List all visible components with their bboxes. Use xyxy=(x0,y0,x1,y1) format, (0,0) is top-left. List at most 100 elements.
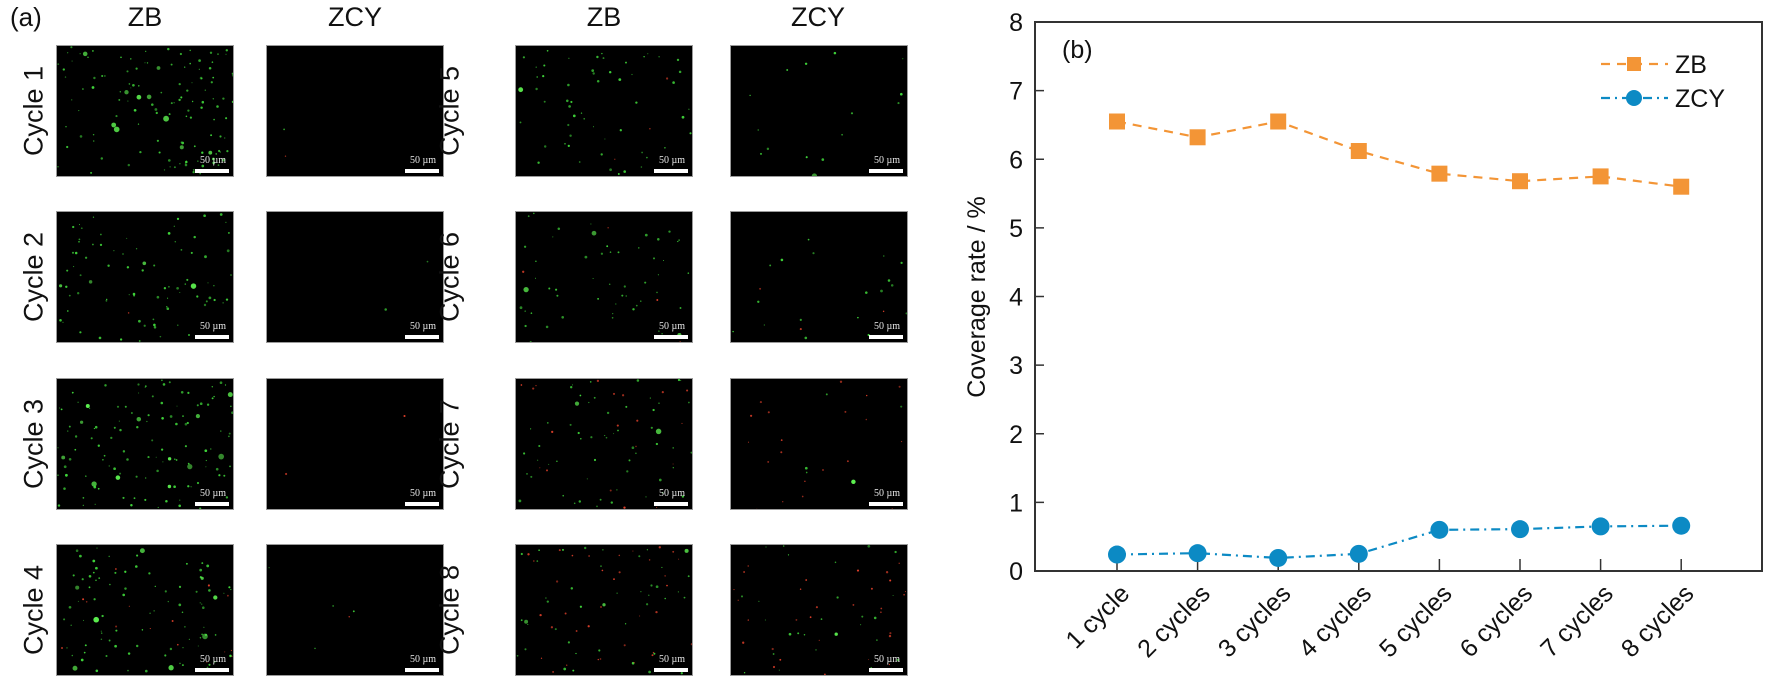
y-tick-label: 7 xyxy=(1009,78,1023,106)
x-tick-label: 6 cycles xyxy=(1455,579,1539,663)
green-particle xyxy=(677,240,679,243)
red-particle xyxy=(616,424,619,427)
green-cluster xyxy=(208,150,213,155)
green-particle xyxy=(146,62,149,64)
red-particle xyxy=(780,451,783,454)
green-particle xyxy=(658,330,660,332)
green-particle xyxy=(624,623,627,625)
green-particle xyxy=(676,58,680,62)
green-particle xyxy=(680,672,683,675)
green-particle xyxy=(546,49,549,52)
green-cluster xyxy=(655,428,662,435)
green-particle xyxy=(657,274,659,276)
red-particle xyxy=(527,553,530,556)
green-particle xyxy=(195,590,198,593)
green-particle xyxy=(805,156,808,159)
green-particle xyxy=(586,478,588,480)
green-particle xyxy=(231,100,233,104)
green-particle xyxy=(127,100,129,102)
plot-frame xyxy=(1034,21,1763,572)
green-particle xyxy=(228,432,231,435)
green-particle xyxy=(102,458,104,461)
red-particle xyxy=(127,312,130,314)
green-particle xyxy=(230,588,232,591)
green-particle xyxy=(107,264,110,267)
green-particle xyxy=(189,62,191,65)
red-particle xyxy=(597,658,599,661)
green-particle xyxy=(71,99,73,101)
red-particle xyxy=(609,489,612,492)
red-particle xyxy=(575,630,578,632)
green-particle xyxy=(556,294,559,297)
green-particle xyxy=(535,87,538,91)
green-particle xyxy=(146,420,148,423)
green-particle xyxy=(212,76,215,79)
green-cluster xyxy=(195,414,200,419)
green-particle xyxy=(778,669,780,671)
red-particle xyxy=(898,385,901,388)
green-particle xyxy=(71,654,74,657)
green-particle xyxy=(780,258,784,262)
green-particle xyxy=(554,628,557,631)
red-particle xyxy=(678,558,680,560)
green-particle xyxy=(80,658,84,662)
green-particle xyxy=(202,606,205,609)
green-particle xyxy=(584,546,587,550)
green-particle xyxy=(567,144,570,148)
green-particle xyxy=(657,238,660,241)
green-particle xyxy=(160,91,163,94)
x-tick-label: 7 cycles xyxy=(1535,579,1619,663)
green-particle xyxy=(108,555,110,558)
green-cluster xyxy=(142,261,147,266)
green-cluster xyxy=(167,484,172,489)
green-particle xyxy=(90,437,93,440)
red-particle xyxy=(759,401,762,404)
green-particle xyxy=(199,568,203,572)
green-particle xyxy=(77,292,80,295)
scale-bar xyxy=(654,335,688,339)
green-particle xyxy=(127,652,131,655)
green-particle xyxy=(166,307,170,310)
green-particle xyxy=(138,392,140,394)
green-particle xyxy=(617,251,620,254)
green-particle xyxy=(573,502,576,505)
green-particle xyxy=(821,158,825,161)
green-particle xyxy=(523,245,527,248)
scale-bar-label: 50 µm xyxy=(658,321,685,332)
green-particle xyxy=(88,574,92,578)
green-particle xyxy=(133,108,137,112)
red-particle xyxy=(539,467,541,469)
red-particle xyxy=(618,554,621,557)
green-particle xyxy=(193,145,196,148)
green-particle xyxy=(580,112,583,114)
red-particle xyxy=(284,155,287,157)
green-particle xyxy=(197,160,199,162)
green-cluster xyxy=(227,392,233,398)
green-particle xyxy=(226,150,229,153)
red-particle xyxy=(614,158,616,160)
green-particle xyxy=(590,223,592,225)
green-particle xyxy=(688,401,690,404)
red-particle xyxy=(128,605,130,607)
red-particle xyxy=(520,384,523,386)
x-tick-label: 4 cycles xyxy=(1293,579,1377,663)
green-particle xyxy=(205,466,207,468)
red-particle xyxy=(805,579,808,581)
green-particle xyxy=(591,69,595,72)
green-particle xyxy=(527,623,529,626)
green-particle xyxy=(84,644,87,647)
red-particle xyxy=(633,661,635,664)
green-particle xyxy=(678,239,680,241)
green-particle xyxy=(81,578,84,581)
scale-bar xyxy=(405,335,439,339)
green-particle xyxy=(210,448,212,450)
green-particle xyxy=(161,379,163,382)
red-particle xyxy=(737,599,739,601)
green-particle xyxy=(92,133,95,136)
green-particle xyxy=(153,264,156,267)
green-cluster xyxy=(139,548,145,554)
green-particle xyxy=(623,285,626,288)
green-particle xyxy=(206,666,209,669)
green-particle xyxy=(196,481,200,485)
green-particle xyxy=(804,336,808,340)
